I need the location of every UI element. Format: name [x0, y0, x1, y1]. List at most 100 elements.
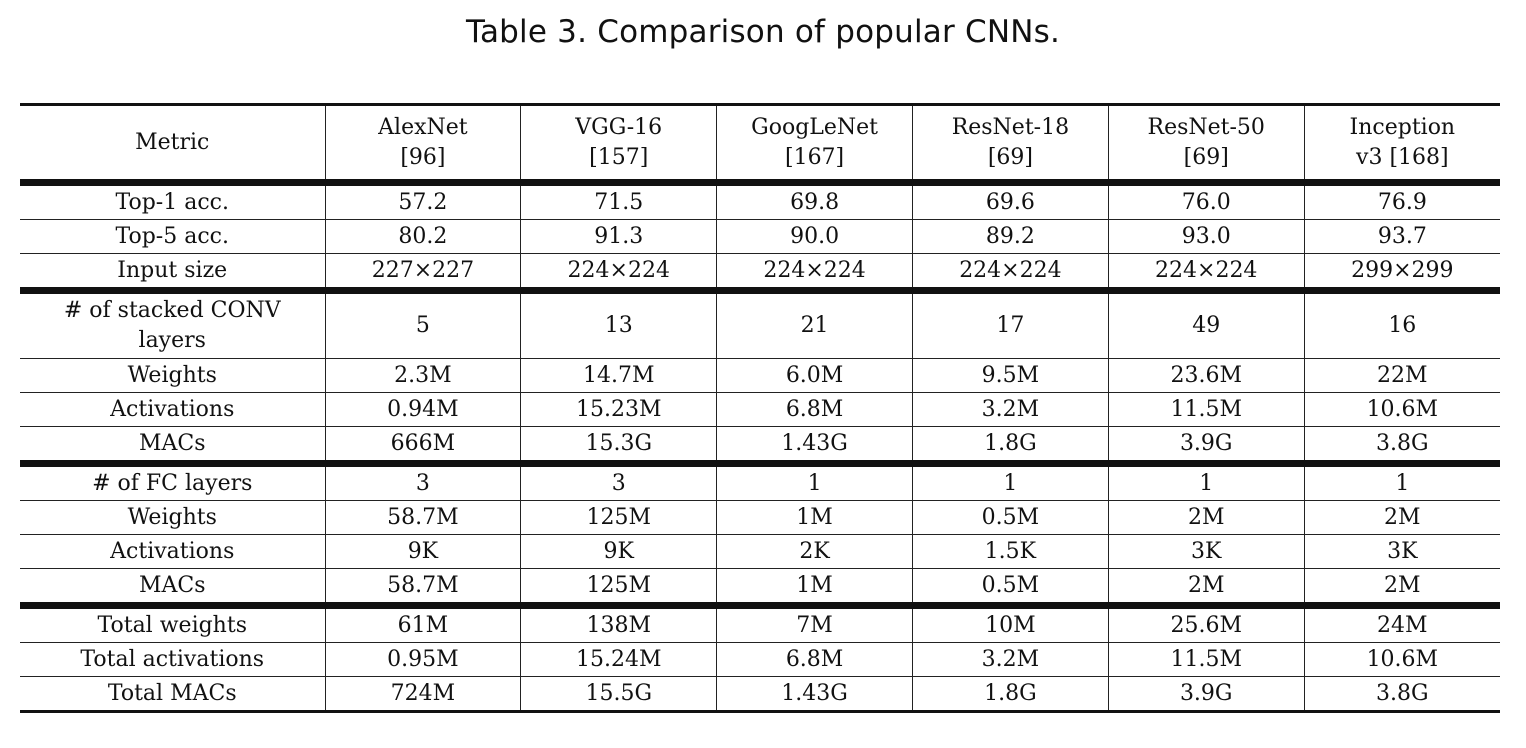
cell: 10.6M [1303, 642, 1500, 677]
cell: 2M [1303, 500, 1500, 535]
header-resnet18: ResNet-18 [69] [911, 104, 1109, 186]
table-row: # of stacked CONV layers 5 13 21 17 49 16 [20, 290, 1500, 359]
cell: 227×227 [324, 253, 521, 294]
cell: 93.7 [1303, 219, 1500, 254]
cell: 5 [324, 290, 521, 359]
header-metric: Metric [20, 104, 325, 186]
cell: 9K [324, 534, 521, 569]
cell: 1.8G [911, 676, 1109, 713]
cell: 93.0 [1107, 219, 1305, 254]
row-label: Weights [20, 358, 325, 393]
cell: 49 [1107, 290, 1305, 359]
cell: 299×299 [1303, 253, 1500, 294]
table-row: Weights 2.3M 14.7M 6.0M 9.5M 23.6M 22M [20, 358, 1500, 393]
cell: 24M [1303, 605, 1500, 643]
cell: 25.6M [1107, 605, 1305, 643]
cell: 3.2M [911, 392, 1109, 427]
table-header-row: Metric AlexNet [96] VGG-16 [157] GoogLeNet… [20, 104, 1500, 186]
cell: 224×224 [911, 253, 1109, 294]
header-resnet50: ResNet-50 [69] [1107, 104, 1305, 186]
cell: 11.5M [1107, 392, 1305, 427]
row-label: # of stacked CONV layers [20, 290, 325, 359]
table-row: Top-5 acc. 80.2 91.3 90.0 89.2 93.0 93.7 [20, 219, 1500, 254]
cell: 89.2 [911, 219, 1109, 254]
row-label: # of FC layers [20, 463, 325, 501]
cell: 90.0 [716, 219, 913, 254]
header-alexnet: AlexNet [96] [324, 104, 521, 186]
row-label: MACs [20, 568, 325, 609]
cell: 14.7M [520, 358, 717, 393]
cell: 1 [1107, 463, 1305, 501]
table-row: Weights 58.7M 125M 1M 0.5M 2M 2M [20, 500, 1500, 535]
table-row: # of FC layers 3 3 1 1 1 1 [20, 463, 1500, 501]
cell: 1.5K [911, 534, 1109, 569]
cell: 3K [1107, 534, 1305, 569]
cell: 16 [1303, 290, 1500, 359]
row-label: Total activations [20, 642, 325, 677]
cell: 0.94M [324, 392, 521, 427]
cell: 224×224 [1107, 253, 1305, 294]
cell: 125M [520, 568, 717, 609]
cell: 3.9G [1107, 426, 1305, 467]
cell: 69.8 [716, 182, 913, 220]
cell: 21 [716, 290, 913, 359]
cell: 125M [520, 500, 717, 535]
cell: 1 [911, 463, 1109, 501]
cell: 666M [324, 426, 521, 467]
cell: 69.6 [911, 182, 1109, 220]
cell: 0.5M [911, 568, 1109, 609]
cell: 0.95M [324, 642, 521, 677]
cell: 15.23M [520, 392, 717, 427]
row-label: Total MACs [20, 676, 325, 713]
row-label: Weights [20, 500, 325, 535]
cell: 138M [520, 605, 717, 643]
row-label: Top-1 acc. [20, 182, 325, 220]
cell: 3 [324, 463, 521, 501]
row-label: Activations [20, 392, 325, 427]
table-row: Activations 0.94M 15.23M 6.8M 3.2M 11.5M… [20, 392, 1500, 427]
cell: 80.2 [324, 219, 521, 254]
cell: 2M [1303, 568, 1500, 609]
row-label: Input size [20, 253, 325, 294]
cell: 1 [1303, 463, 1500, 501]
cell: 6.8M [716, 642, 913, 677]
table-row: MACs 58.7M 125M 1M 0.5M 2M 2M [20, 568, 1500, 609]
header-vgg16: VGG-16 [157] [520, 104, 717, 186]
cell: 6.0M [716, 358, 913, 393]
table-row: Total activations 0.95M 15.24M 6.8M 3.2M… [20, 642, 1500, 677]
cell: 58.7M [324, 568, 521, 609]
cell: 7M [716, 605, 913, 643]
cell: 9.5M [911, 358, 1109, 393]
row-label: Total weights [20, 605, 325, 643]
cell: 91.3 [520, 219, 717, 254]
cell: 58.7M [324, 500, 521, 535]
cnn-comparison-table: Metric AlexNet [96] VGG-16 [157] GoogLeNet… [20, 103, 1500, 713]
table-row: Total weights 61M 138M 7M 10M 25.6M 24M [20, 605, 1500, 643]
cell: 1.43G [716, 426, 913, 467]
cell: 1.43G [716, 676, 913, 713]
table-row: Total MACs 724M 15.5G 1.43G 1.8G 3.9G 3.… [20, 676, 1500, 713]
cell: 22M [1303, 358, 1500, 393]
cell: 1.8G [911, 426, 1109, 467]
cell: 2M [1107, 568, 1305, 609]
cell: 224×224 [520, 253, 717, 294]
cell: 3 [520, 463, 717, 501]
cell: 76.0 [1107, 182, 1305, 220]
cell: 10M [911, 605, 1109, 643]
table-row: Input size 227×227 224×224 224×224 224×2… [20, 253, 1500, 294]
cell: 3K [1303, 534, 1500, 569]
cell: 9K [520, 534, 717, 569]
cell: 2.3M [324, 358, 521, 393]
table-caption: Table 3. Comparison of popular CNNs. [465, 14, 1061, 50]
cell: 17 [911, 290, 1109, 359]
cell: 3.2M [911, 642, 1109, 677]
cell: 61M [324, 605, 521, 643]
cell: 3.8G [1303, 676, 1500, 713]
cell: 2K [716, 534, 913, 569]
cell: 11.5M [1107, 642, 1305, 677]
cell: 15.5G [520, 676, 717, 713]
row-label: Activations [20, 534, 325, 569]
cell: 15.3G [520, 426, 717, 467]
cell: 0.5M [911, 500, 1109, 535]
row-label: Top-5 acc. [20, 219, 325, 254]
